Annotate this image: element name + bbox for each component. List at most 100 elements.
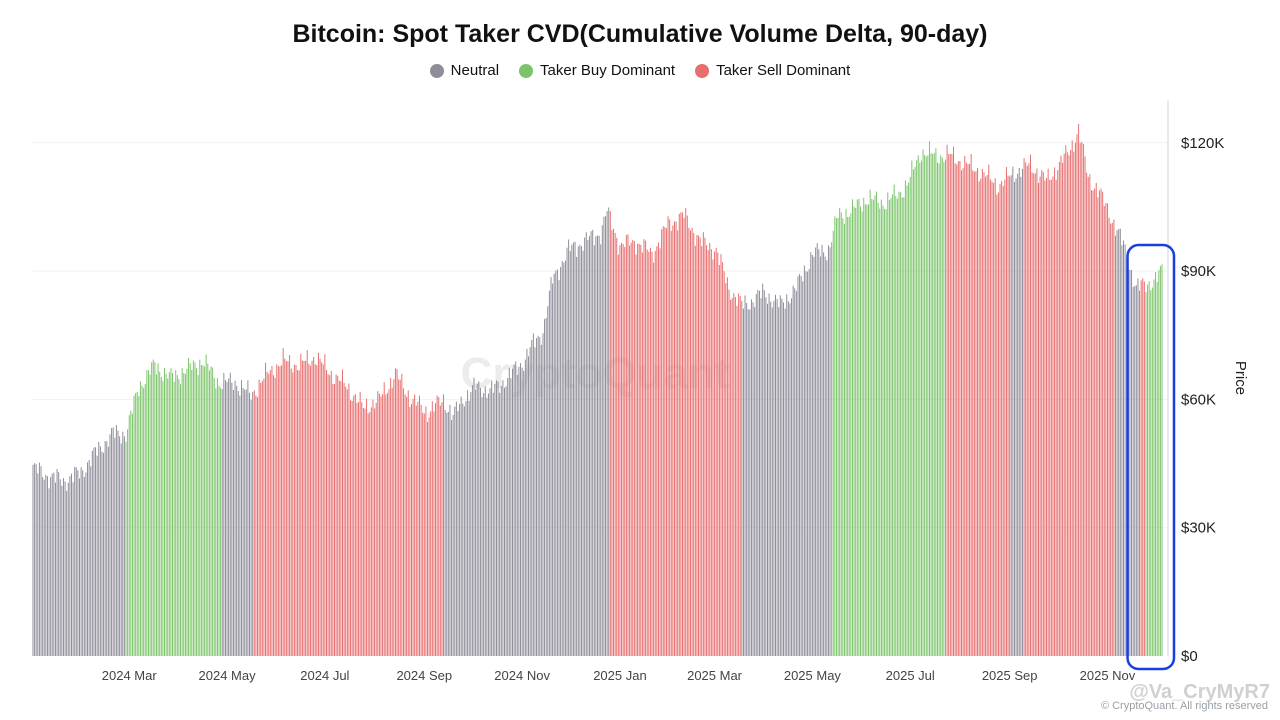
price-bar <box>914 167 916 656</box>
price-bar <box>346 389 348 656</box>
price-bar <box>800 276 802 656</box>
price-bar <box>372 399 374 656</box>
price-bar <box>787 301 789 656</box>
price-bar <box>415 405 417 656</box>
price-bar <box>486 397 488 656</box>
price-bar <box>1050 179 1052 656</box>
price-bar <box>537 335 539 656</box>
price-bar <box>196 367 198 656</box>
price-bar <box>738 293 740 656</box>
price-bar <box>467 390 469 656</box>
price-bar <box>1098 190 1100 657</box>
legend-item-neutral[interactable]: Neutral <box>429 62 499 79</box>
price-bar <box>194 362 196 656</box>
price-bar <box>799 274 801 656</box>
price-bar <box>42 476 44 656</box>
price-bar <box>683 217 685 656</box>
price-bar <box>130 410 132 656</box>
price-bar <box>635 254 637 656</box>
price-bar <box>925 156 927 657</box>
price-bar <box>1103 205 1105 656</box>
price-bar <box>1153 279 1155 656</box>
price-bar <box>755 294 757 656</box>
price-bar <box>418 395 420 656</box>
price-bar <box>263 378 265 656</box>
x-tick-label: 2024 Jul <box>300 668 349 683</box>
price-bar <box>436 395 438 656</box>
price-bar <box>491 380 493 656</box>
price-bar <box>385 394 387 656</box>
price-bar <box>175 370 177 656</box>
price-bar <box>324 354 326 656</box>
price-bar <box>1007 175 1009 656</box>
price-bar <box>633 240 635 657</box>
price-bar <box>539 337 541 656</box>
price-bar <box>377 391 379 656</box>
price-bar <box>1079 143 1081 657</box>
price-bar <box>662 226 664 656</box>
price-bar <box>807 271 809 656</box>
price-bar <box>839 207 841 657</box>
price-bar <box>133 395 135 656</box>
price-bar <box>699 237 701 656</box>
price-bar <box>483 393 485 656</box>
price-bar <box>564 260 566 656</box>
x-tick-label: 2025 Jul <box>886 668 935 683</box>
price-bar <box>99 446 101 656</box>
price-bar <box>489 388 491 656</box>
price-bar <box>536 338 538 656</box>
price-bar <box>1020 176 1022 657</box>
price-bar <box>1057 170 1059 656</box>
price-bar <box>257 397 259 656</box>
price-bar <box>237 391 239 656</box>
price-bar <box>657 242 659 656</box>
price-bar <box>688 227 690 657</box>
price-bar <box>566 247 568 657</box>
price-bar <box>123 436 125 656</box>
price-bar <box>710 249 712 656</box>
price-bar <box>593 245 595 657</box>
price-bar <box>895 196 897 656</box>
price-bar <box>587 240 589 657</box>
price-bar <box>147 370 149 656</box>
price-bar <box>255 395 257 656</box>
price-bar <box>62 478 64 656</box>
price-bar <box>1145 292 1147 656</box>
price-bar <box>1089 174 1091 656</box>
price-bar <box>459 404 461 656</box>
price-bar <box>815 247 817 656</box>
price-bar <box>1147 284 1149 656</box>
price-bar <box>366 398 368 656</box>
price-bar <box>682 212 683 656</box>
price-bar <box>329 375 331 656</box>
price-bar <box>603 216 605 656</box>
price-bar <box>702 232 704 656</box>
price-bar <box>648 251 650 656</box>
legend-item-sell[interactable]: Taker Sell Dominant <box>695 62 850 79</box>
price-bar <box>96 455 98 656</box>
price-bar <box>479 387 481 656</box>
price-bar <box>189 363 191 656</box>
price-bar <box>629 245 631 656</box>
price-bar <box>892 194 894 656</box>
price-bar <box>293 364 295 656</box>
price-bar <box>540 344 542 656</box>
price-bar <box>305 360 307 656</box>
price-bar <box>431 401 433 656</box>
price-bar <box>810 252 812 656</box>
price-bar <box>999 184 1001 656</box>
price-bar <box>221 389 223 656</box>
legend-item-buy[interactable]: Taker Buy Dominant <box>519 62 675 79</box>
price-bar <box>1110 223 1112 656</box>
price-bar <box>547 306 549 656</box>
price-bar <box>767 303 768 656</box>
price-bar <box>292 372 294 656</box>
price-bar <box>380 396 382 656</box>
price-bar <box>656 246 658 657</box>
price-bar <box>1113 219 1115 656</box>
price-bar <box>265 362 267 656</box>
price-bar <box>1028 163 1030 656</box>
price-bar <box>216 378 218 656</box>
price-bar <box>967 164 969 657</box>
price-bar <box>585 232 587 657</box>
